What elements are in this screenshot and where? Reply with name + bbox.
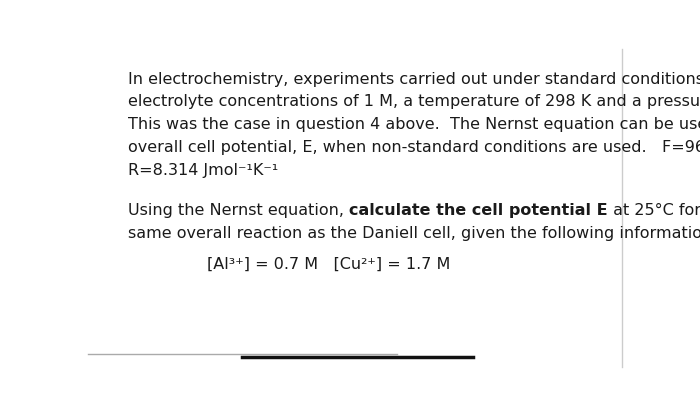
- Text: R=8.314 Jmol⁻¹K⁻¹: R=8.314 Jmol⁻¹K⁻¹: [128, 163, 279, 178]
- Text: overall cell potential, E, when non-standard conditions are used.   F=96,485 Cmo: overall cell potential, E, when non-stan…: [128, 140, 700, 155]
- Text: In electrochemistry, experiments carried out under standard conditions are based: In electrochemistry, experiments carried…: [128, 72, 700, 87]
- Text: electrolyte concentrations of 1 M, a temperature of 298 K and a pressure of 1 at: electrolyte concentrations of 1 M, a tem…: [128, 94, 700, 110]
- Text: This was the case in question 4 above.  The Nernst equation can be used to estim: This was the case in question 4 above. T…: [128, 117, 700, 132]
- Text: same overall reaction as the Daniell cell, given the following information:: same overall reaction as the Daniell cel…: [128, 226, 700, 241]
- Text: [Al³⁺] = 0.7 M   [Cu²⁺] = 1.7 M: [Al³⁺] = 0.7 M [Cu²⁺] = 1.7 M: [207, 257, 450, 272]
- Text: calculate the cell potential E: calculate the cell potential E: [349, 203, 608, 218]
- Text: at 25°C for a cell with the: at 25°C for a cell with the: [608, 203, 700, 218]
- Text: Using the Nernst equation,: Using the Nernst equation,: [128, 203, 349, 218]
